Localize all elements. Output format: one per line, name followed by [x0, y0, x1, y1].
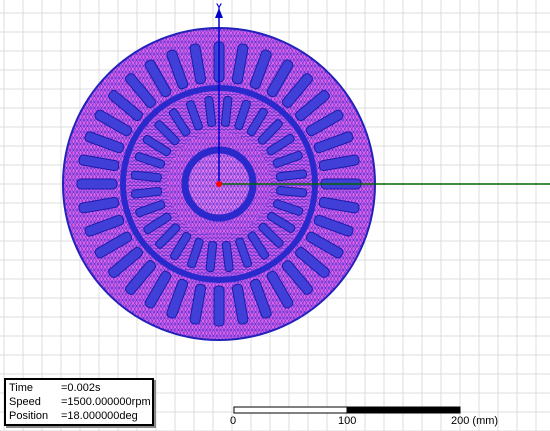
- scale-bar: [233, 406, 461, 414]
- speed-value: =1500.000000rpm: [61, 396, 151, 408]
- origin-marker-icon: [216, 181, 222, 187]
- time-label: Time: [9, 382, 34, 394]
- stator-slots: [76, 41, 362, 327]
- simulation-info-box: Time =0.002s Speed =1500.000000rpm Positio…: [4, 378, 154, 426]
- y-axis-label: Y: [216, 2, 223, 12]
- time-value: =0.002s: [61, 382, 101, 394]
- speed-label: Speed: [9, 396, 41, 408]
- position-row: Position =18.000000deg: [9, 409, 149, 423]
- scale-bar-white-segment: [233, 406, 348, 414]
- position-value: =18.000000deg: [61, 410, 138, 422]
- scale-label-200: 200 (mm): [451, 415, 499, 427]
- scale-bar-black-segment: [346, 406, 461, 414]
- y-axis-arrow-icon: [215, 8, 223, 18]
- speed-row: Speed =1500.000000rpm: [9, 395, 151, 409]
- scale-label-0: 0: [230, 415, 237, 427]
- time-row: Time =0.002s: [9, 381, 149, 395]
- position-label: Position: [9, 410, 49, 422]
- scale-label-100: 100: [338, 415, 357, 427]
- rotor-slots: [130, 95, 308, 273]
